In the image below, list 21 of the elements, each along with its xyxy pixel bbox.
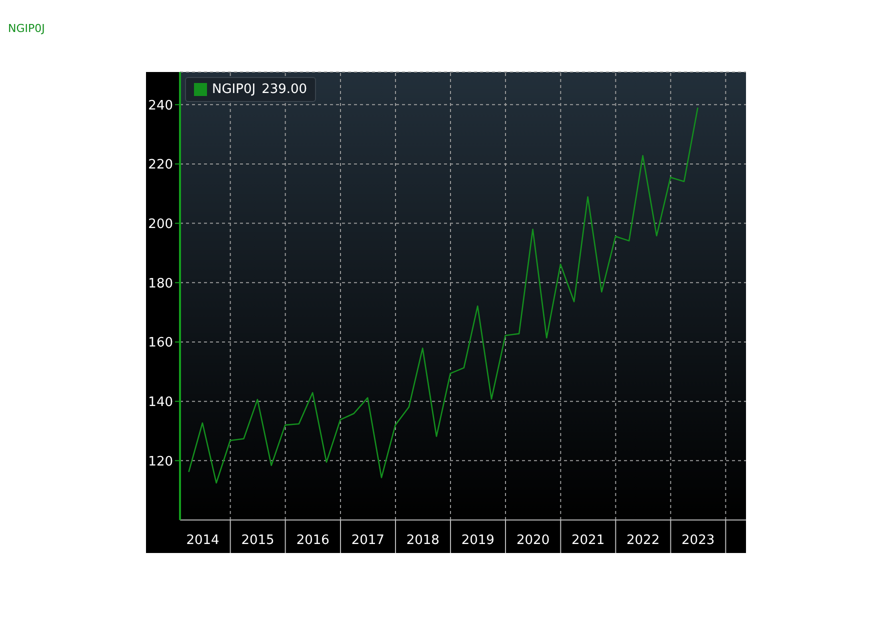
y-tick-label: 240 <box>148 98 173 114</box>
y-tick-label: 200 <box>148 216 173 232</box>
x-tick-label: 2022 <box>626 533 660 548</box>
x-tick-label: 2019 <box>461 533 494 548</box>
line-series <box>188 106 698 484</box>
x-tick-label: 2023 <box>682 533 715 548</box>
text: NGIP0J <box>8 22 45 35</box>
x-tick-label: 2017 <box>351 533 384 548</box>
y-tick-label: 120 <box>148 454 173 470</box>
x-tick-label: 2021 <box>572 533 605 548</box>
x-tick-label: 2014 <box>186 533 220 548</box>
y-tick-label: 140 <box>148 394 173 410</box>
y-tick-label: 160 <box>148 336 173 351</box>
x-tick-label: 2015 <box>241 533 274 548</box>
legend-label: NGIP0J <box>212 82 256 97</box>
y-tick-label: 180 <box>148 276 173 292</box>
x-tick-label: 2020 <box>516 533 550 548</box>
annotation: 239.00 <box>262 82 308 97</box>
x-tick-label: 2016 <box>296 533 330 548</box>
y-tick-label: 220 <box>148 158 173 173</box>
x-tick-label: 2018 <box>406 533 440 548</box>
